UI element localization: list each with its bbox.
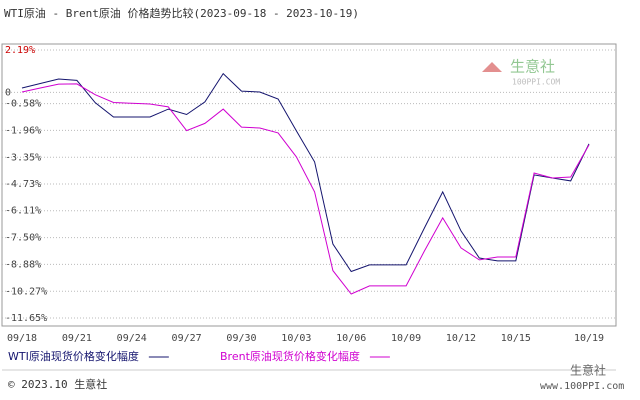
series-line — [21, 72, 590, 273]
y-tick-label: -11.65% — [5, 313, 47, 324]
legend-label: Brent原油现货价格变化幅度 — [220, 349, 360, 363]
x-tick-label: 10/15 — [501, 333, 531, 344]
brand: 生意社 — [570, 363, 606, 378]
x-tick-label: 09/18 — [7, 333, 37, 344]
x-tick-label: 10/09 — [391, 333, 421, 344]
x-tick-label: 09/24 — [117, 333, 147, 344]
y-tick-label: -0.58% — [5, 99, 41, 110]
x-tick-label: 10/03 — [281, 333, 311, 344]
y-tick-label: -8.88% — [5, 259, 41, 270]
copyright: © 2023.10 生意社 — [8, 377, 107, 391]
chart-title: WTI原油 - Brent原油 价格趋势比较(2023-09-18 - 2023… — [4, 6, 359, 20]
y-tick-label: -10.27% — [5, 286, 47, 297]
watermark: 生意社 100PPI.COM — [482, 58, 560, 87]
legend-label: WTI原油现货价格变化幅度 — [8, 349, 139, 363]
x-tick-label: 09/27 — [172, 333, 202, 344]
y-tick-label: -4.73% — [5, 179, 41, 190]
y-tick-label: -1.96% — [5, 125, 41, 136]
y-tick-label: 2.19% — [5, 45, 35, 56]
watermark-site: 100PPI.COM — [512, 78, 560, 87]
plot-frame — [1, 43, 617, 327]
x-tick-label: 10/06 — [336, 333, 366, 344]
url: www.100PPI.com — [540, 381, 624, 392]
watermark-logo — [482, 62, 502, 72]
y-tick-label: -7.50% — [5, 233, 41, 244]
y-tick-label: 0 — [5, 87, 11, 98]
x-tick-label: 10/19 — [574, 333, 604, 344]
x-tick-label: 10/12 — [446, 333, 476, 344]
x-tick-label: 09/21 — [62, 333, 92, 344]
series-line — [21, 83, 590, 295]
watermark-name: 生意社 — [510, 58, 555, 76]
y-tick-label: -6.11% — [5, 206, 41, 217]
x-tick-label: 09/30 — [226, 333, 256, 344]
y-tick-label: -3.35% — [5, 152, 41, 163]
